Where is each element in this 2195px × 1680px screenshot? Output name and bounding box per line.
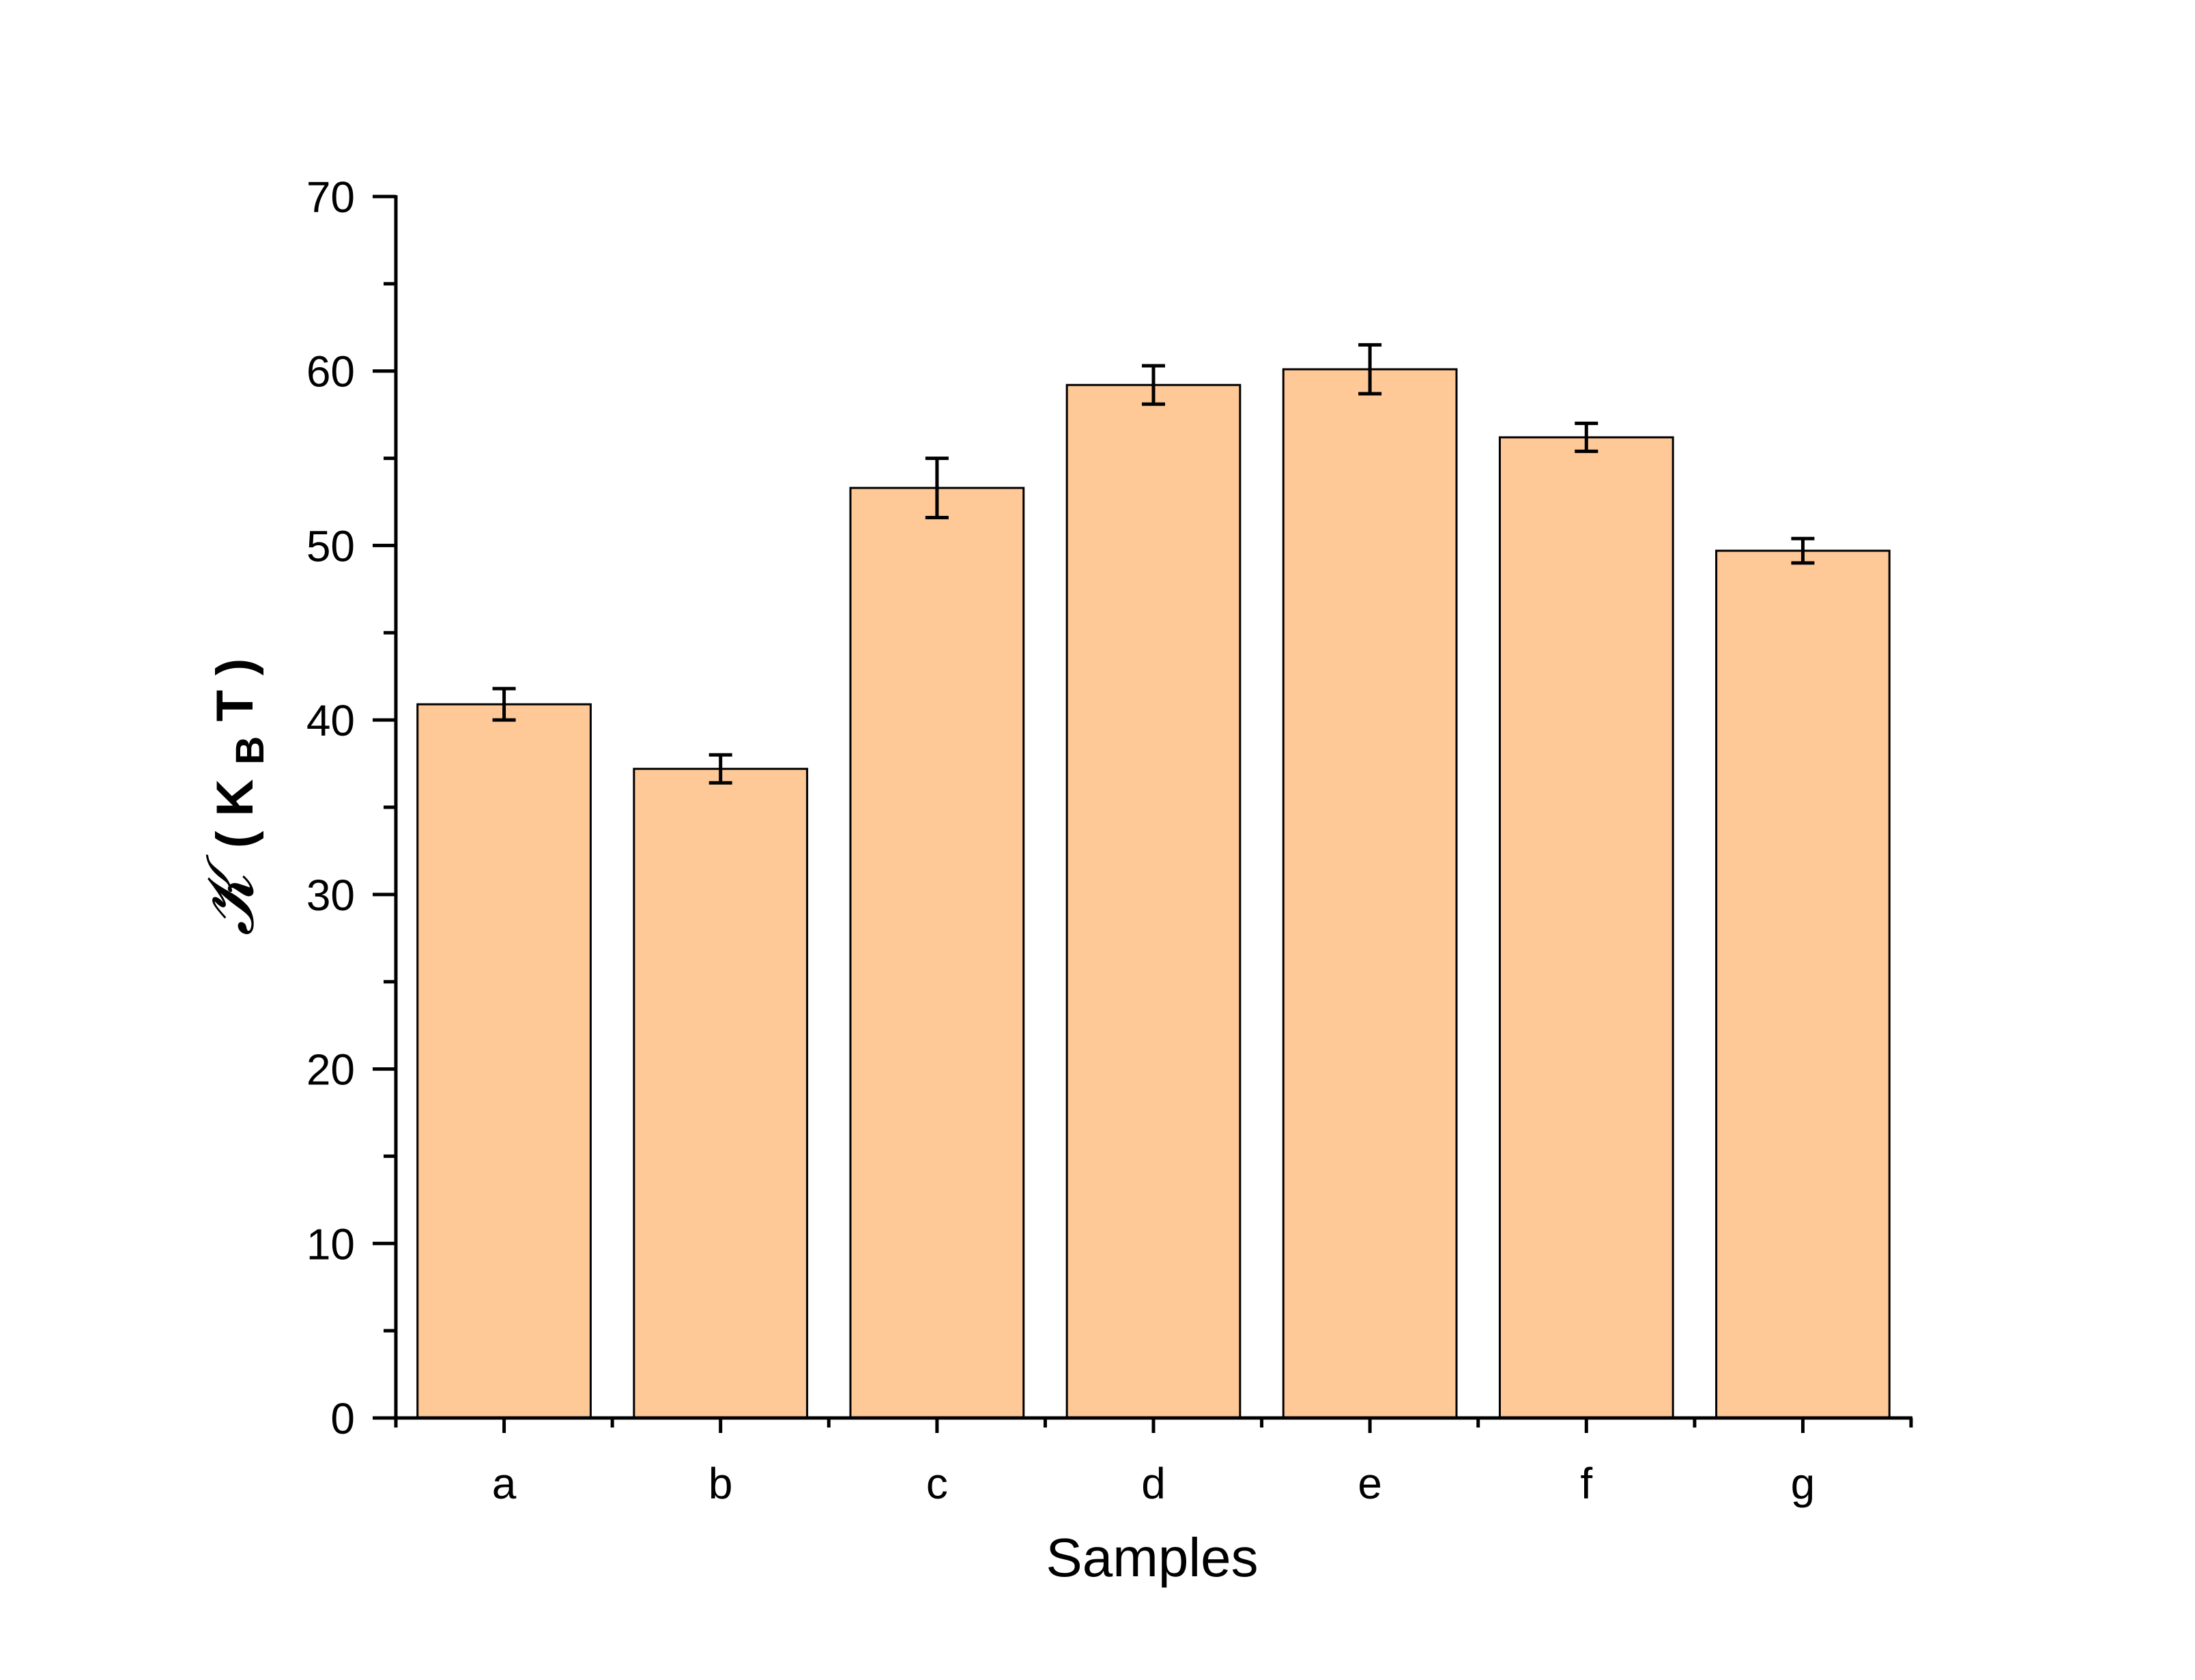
y-tick-label-40: 40: [306, 696, 355, 745]
x-tick-label-f: f: [1580, 1459, 1592, 1508]
y-tick-label-20: 20: [306, 1045, 355, 1095]
error-bar-c: [925, 457, 949, 520]
x-axis-title: Samples: [1046, 1527, 1258, 1588]
bar-b: [633, 768, 809, 1419]
error-bar-d: [1142, 364, 1165, 406]
y-axis-symbol: 𝓚: [194, 854, 267, 936]
y-tick-label-10: 10: [306, 1219, 355, 1269]
bars-layer: [416, 368, 1891, 1419]
y-tick-label-70: 70: [306, 173, 355, 222]
error-bar-b: [708, 753, 732, 785]
bar-g: [1715, 549, 1891, 1419]
axes-layer: [373, 194, 1913, 1433]
x-tick-label-c: c: [926, 1459, 948, 1508]
error-bar-e: [1358, 343, 1382, 396]
bar-c: [849, 487, 1025, 1419]
y-axis-unit-open: (: [206, 830, 264, 848]
error-bar-g: [1791, 536, 1815, 565]
y-axis-unit-close: ): [206, 658, 264, 676]
y-axis-unit-main: K: [206, 779, 264, 817]
y-tick-label-60: 60: [306, 347, 355, 396]
tick-labels-layer: a b c d e f g 0 10 20 30 40 50 60 70: [306, 173, 1815, 1508]
x-tick-label-a: a: [492, 1459, 517, 1508]
x-tick-label-e: e: [1358, 1459, 1382, 1508]
y-axis-title: 𝓚 ( K B T ): [194, 658, 275, 936]
bar-e: [1282, 368, 1458, 1419]
error-bar-a: [492, 686, 516, 722]
bar-f: [1498, 436, 1674, 1419]
x-tick-label-d: d: [1141, 1459, 1166, 1508]
x-tick-label-b: b: [708, 1459, 733, 1508]
error-bar-f: [1575, 421, 1598, 453]
error-bars-layer: [492, 343, 1815, 785]
x-tick-label-g: g: [1791, 1459, 1816, 1508]
y-axis-unit-sub: B: [228, 736, 272, 765]
y-tick-label-50: 50: [306, 521, 355, 570]
y-tick-label-30: 30: [306, 871, 355, 920]
y-tick-label-0: 0: [330, 1394, 355, 1443]
bar-d: [1065, 383, 1242, 1419]
bar-a: [416, 703, 592, 1419]
y-axis-unit-tail: T: [206, 690, 264, 721]
